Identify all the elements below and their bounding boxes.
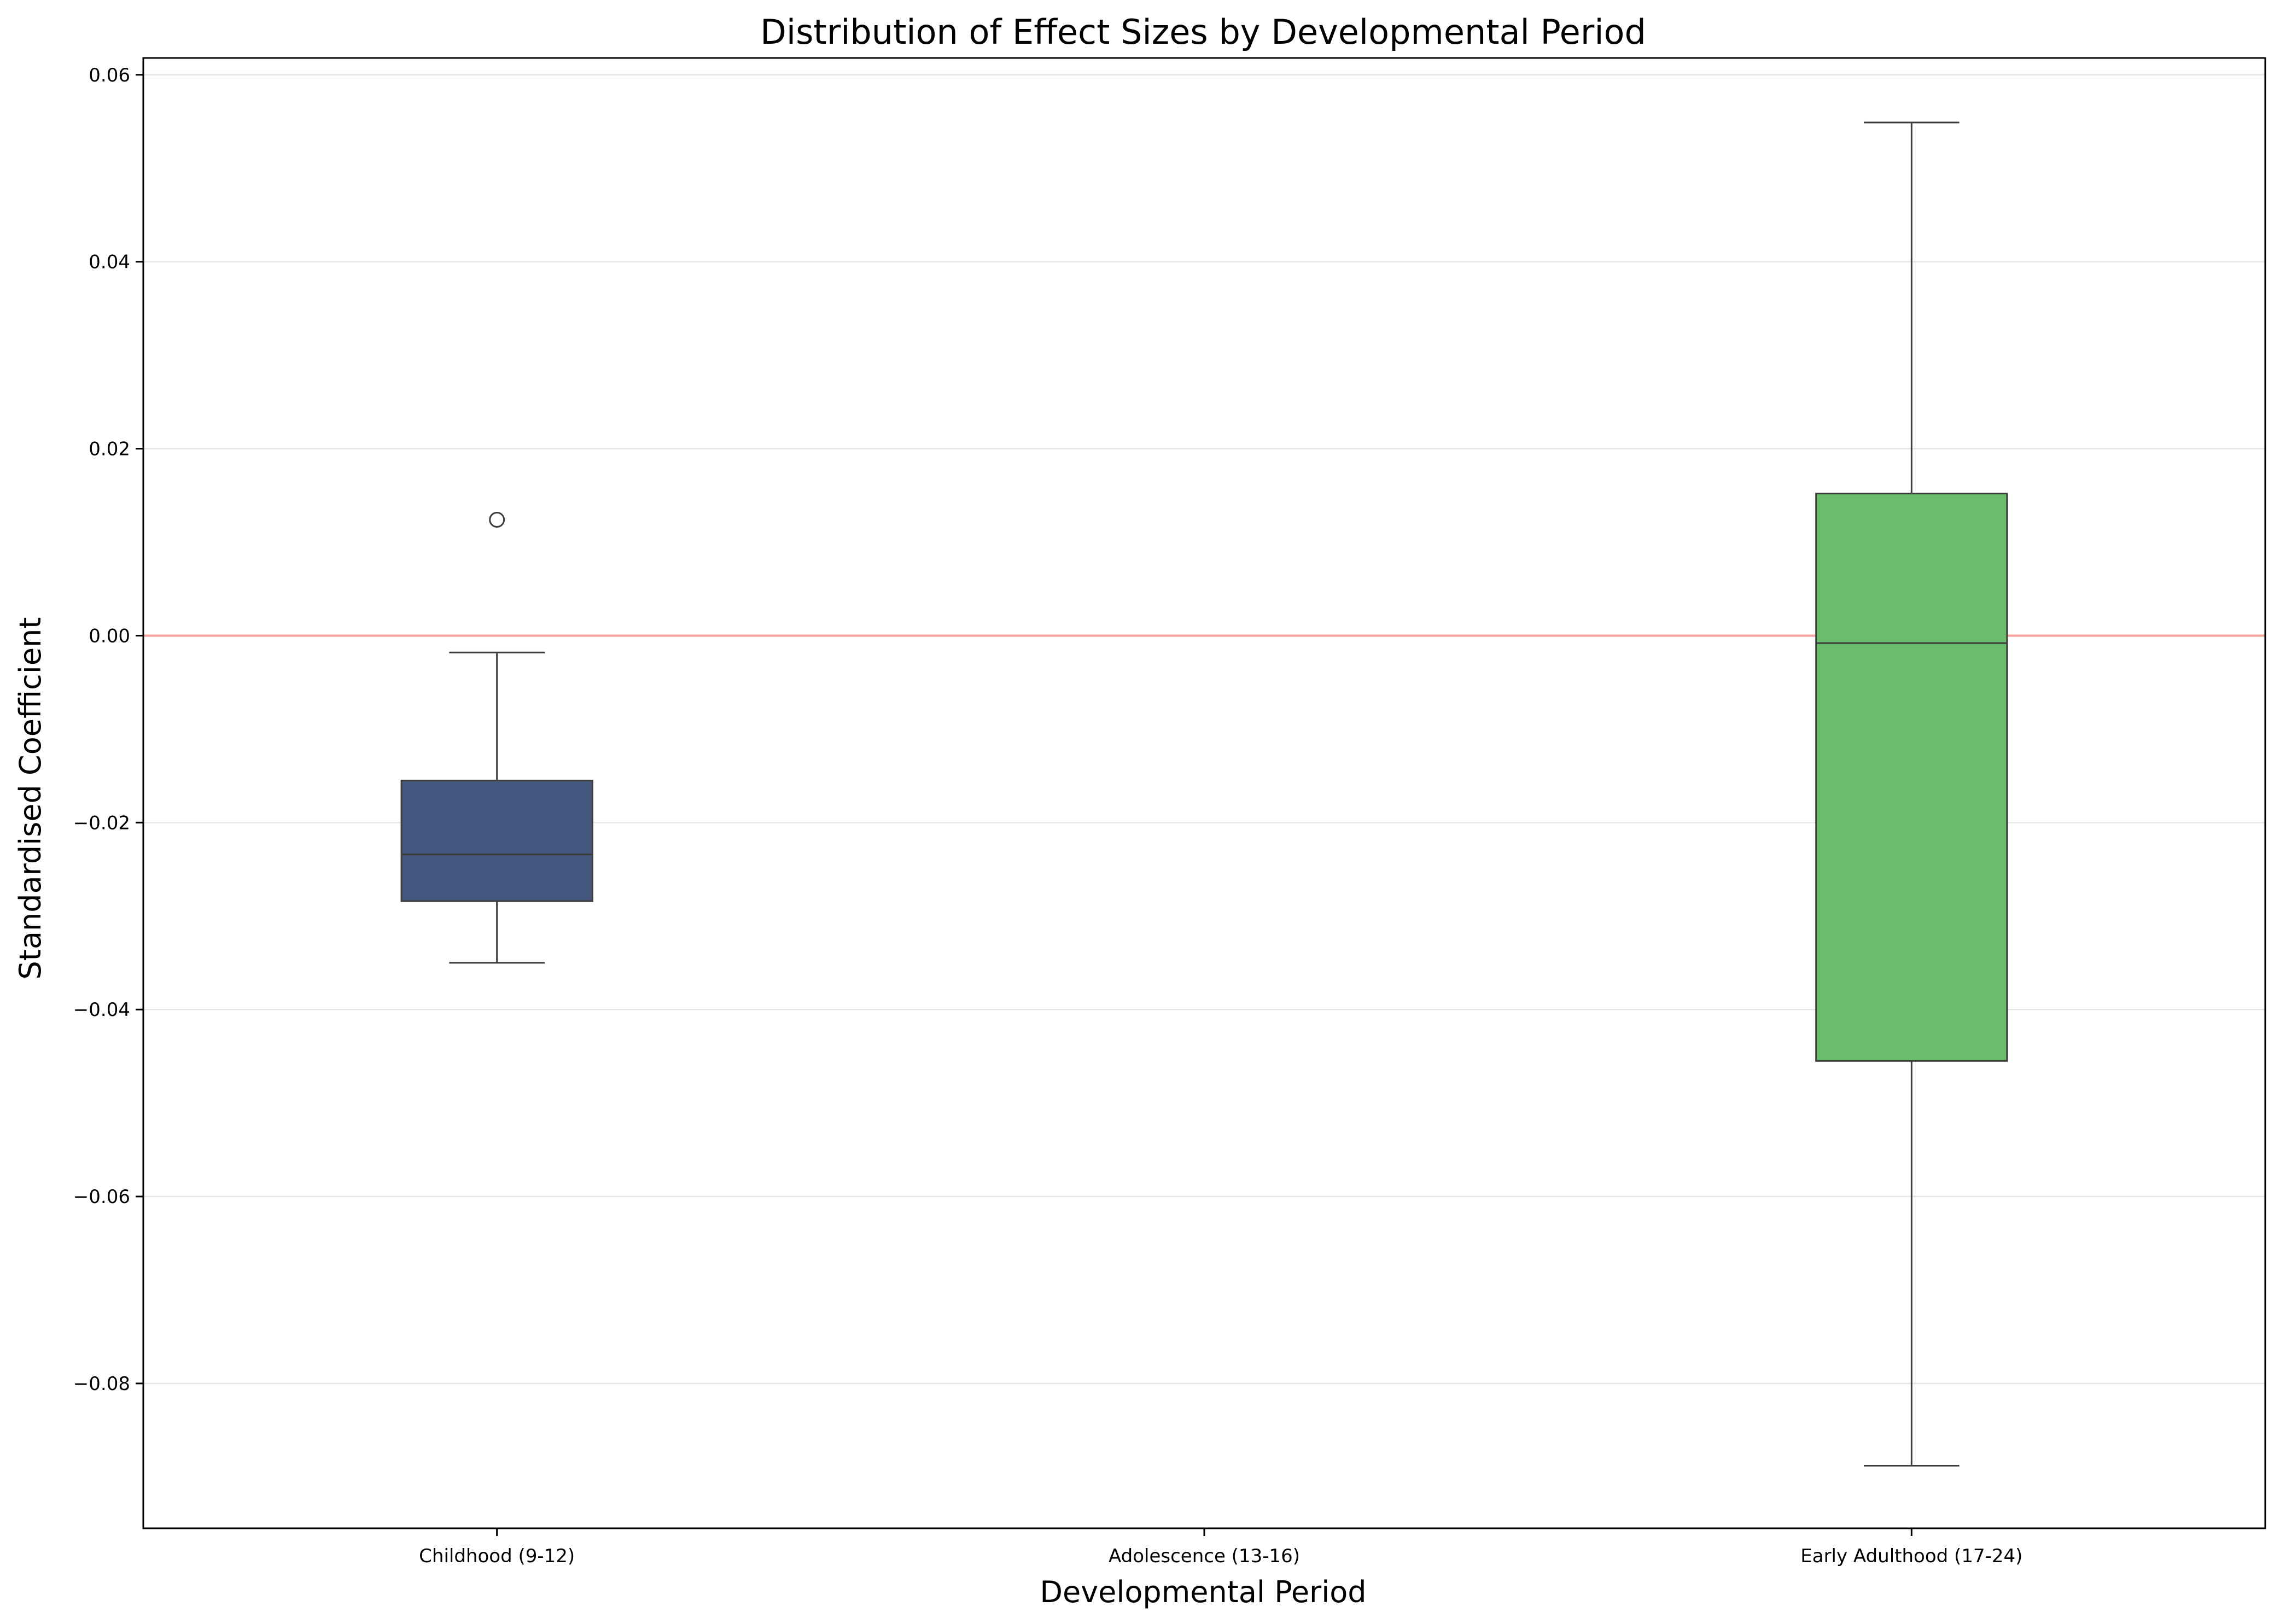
x-axis: Childhood (9-12) Adolescence (13-16) Early…	[419, 1528, 2022, 1567]
box-iqr	[1815, 493, 2008, 1062]
y-tick-label: −0.04	[73, 999, 130, 1021]
outlier-point	[489, 511, 505, 528]
x-axis-title: Developmental Period	[1040, 1575, 1366, 1609]
y-tick-label: 0.06	[89, 65, 130, 86]
chart-title: Distribution of Effect Sizes by Developm…	[760, 12, 1646, 52]
y-tick-label: −0.08	[73, 1373, 130, 1395]
y-axis: −0.08 −0.06 −0.04 −0.02 0.00 0.02 0.04 0.06	[73, 65, 143, 1395]
y-tick-label: 0.02	[89, 439, 130, 460]
box-0	[400, 511, 593, 964]
box-iqr	[400, 779, 593, 902]
y-tick-label: 0.04	[89, 252, 130, 273]
y-tick-label: −0.02	[73, 812, 130, 834]
y-tick-label: −0.06	[73, 1186, 130, 1208]
boxes-layer	[400, 121, 2008, 1467]
y-axis-title: Standardised Coefficient	[13, 617, 48, 980]
box-2	[1815, 121, 2008, 1467]
x-tick-label: Adolescence (13-16)	[1109, 1545, 1300, 1567]
y-tick-label: 0.00	[89, 625, 130, 647]
x-tick-label: Childhood (9-12)	[419, 1545, 575, 1567]
x-tick-label: Early Adulthood (17-24)	[1800, 1545, 2022, 1567]
